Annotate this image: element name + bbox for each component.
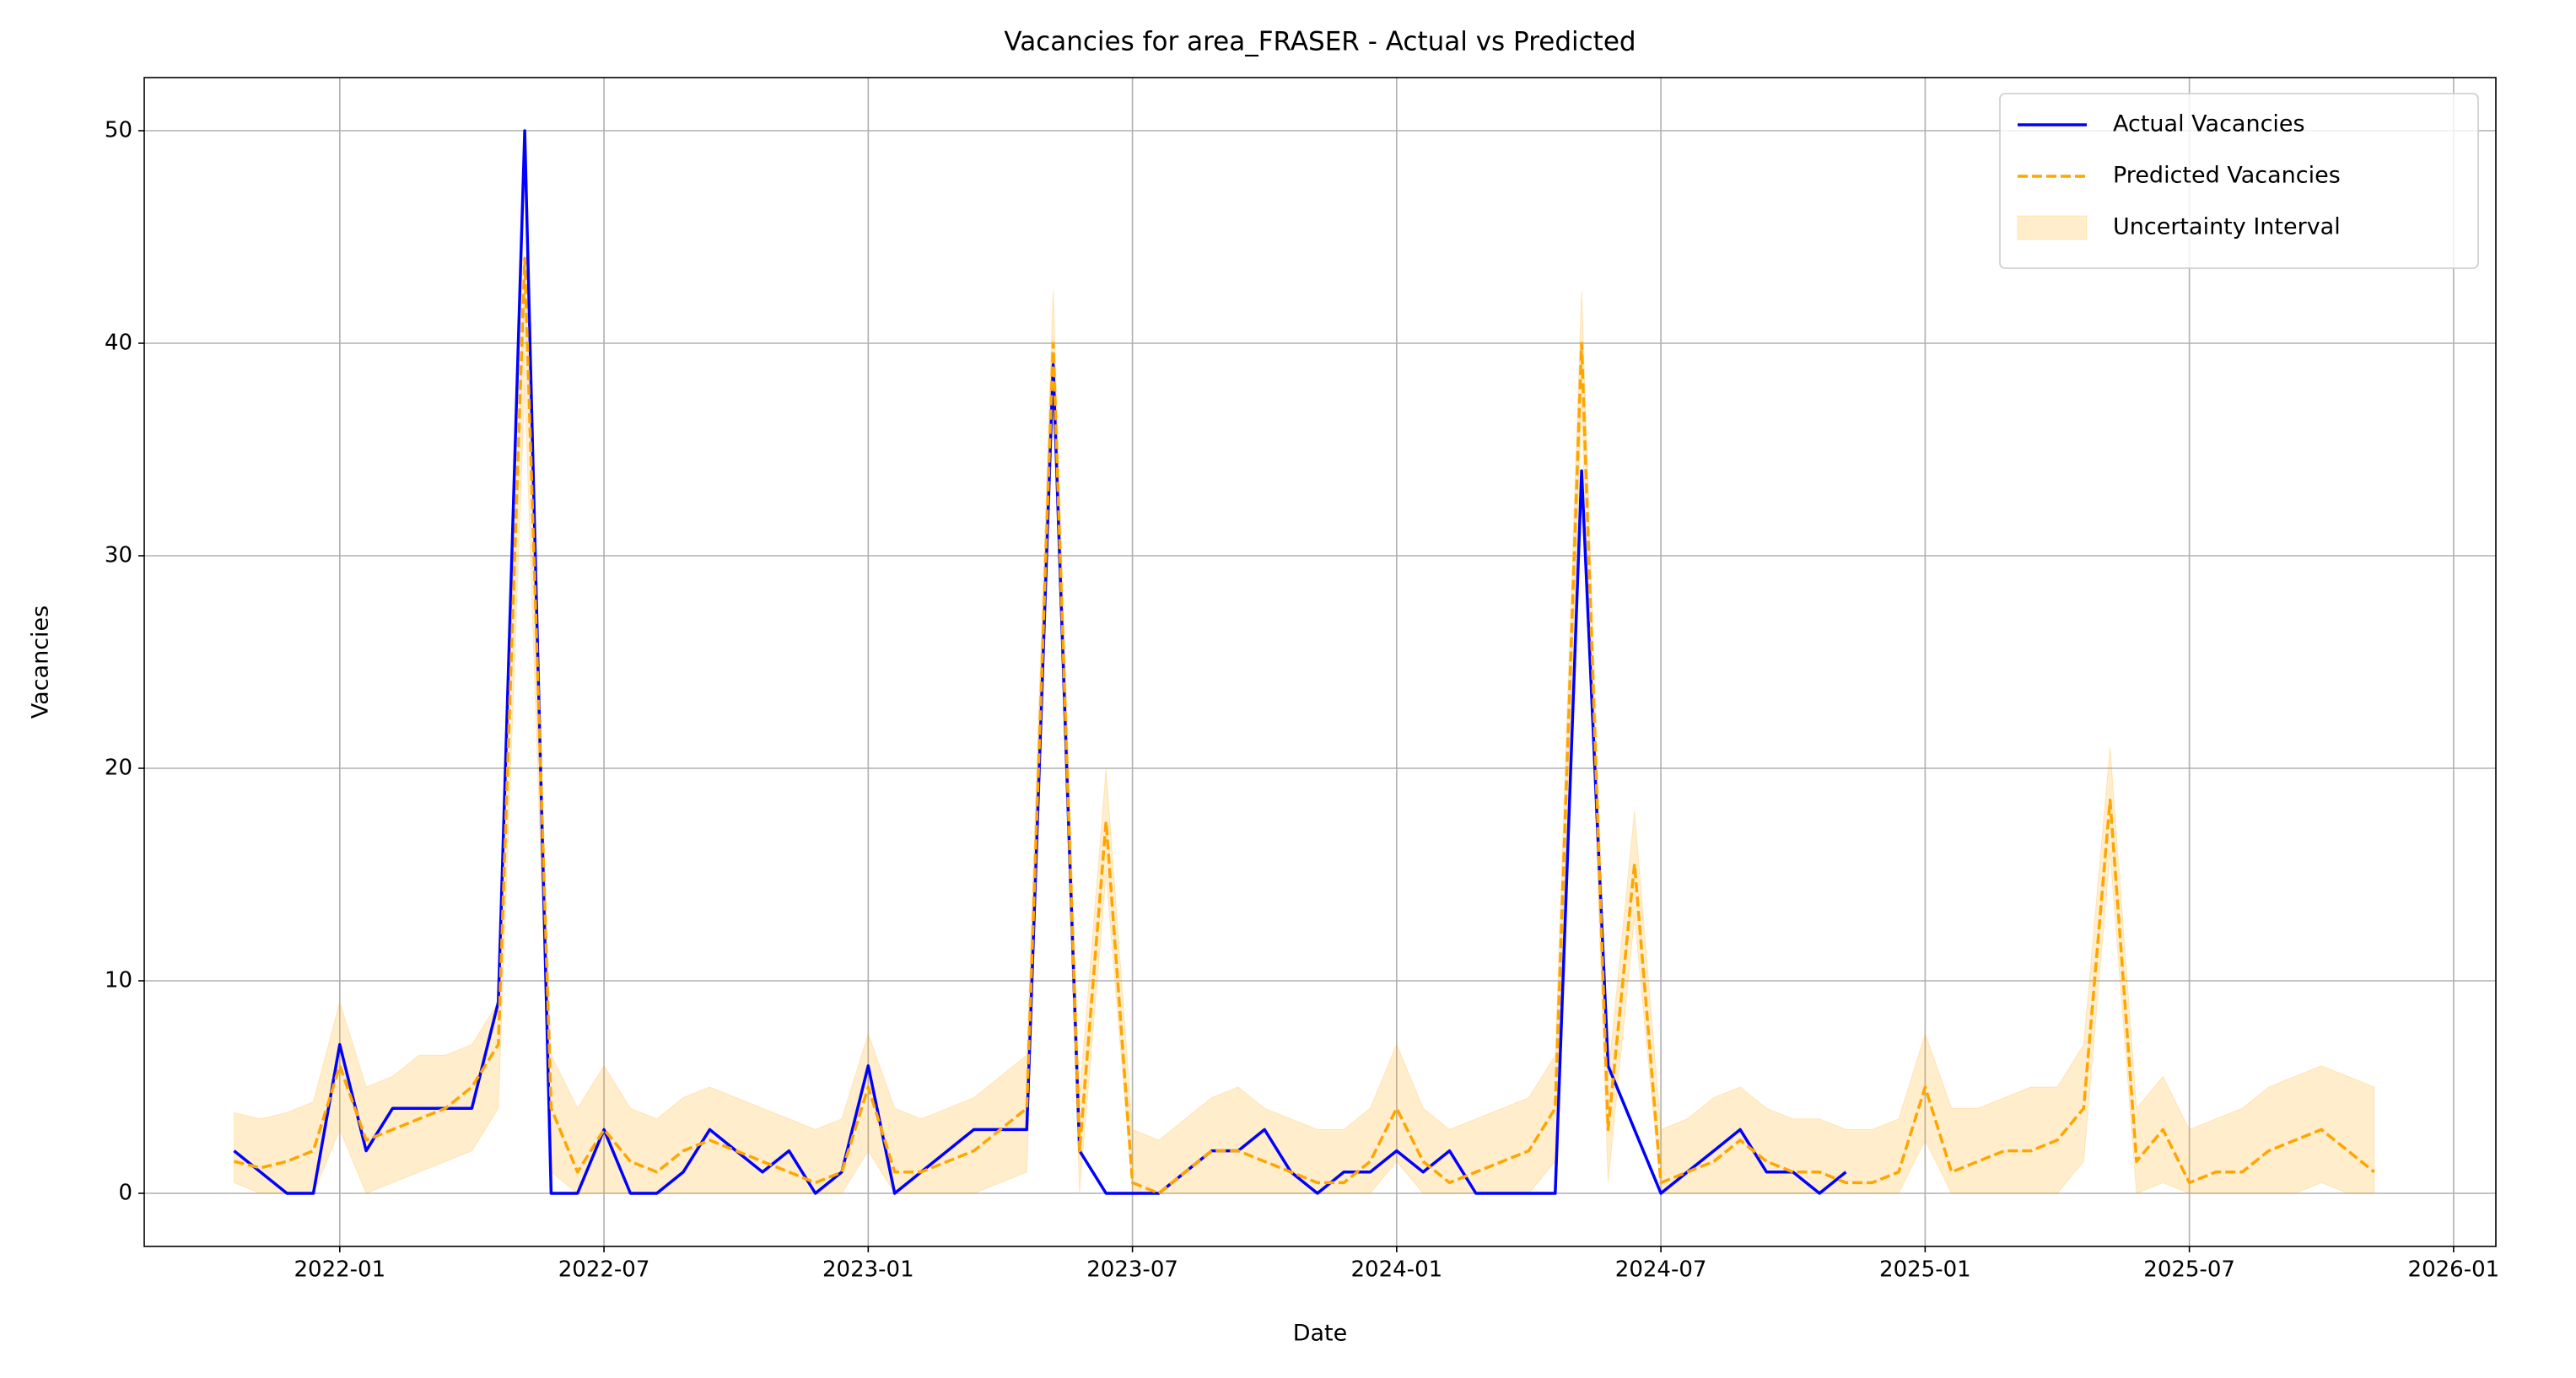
line xyxy=(234,256,2375,1195)
chart-title: Vacancies for area_FRASER - Actual vs Pr… xyxy=(1004,27,1636,57)
y-axis-label: Vacancies xyxy=(28,606,54,719)
axes: 2022-01 2022-07 2023-01 2023-07 2024-01 2024-… xyxy=(105,77,2500,1283)
grid xyxy=(144,78,2496,1246)
y-tick-label: 40 xyxy=(105,331,132,356)
x-tick-label: 2022-07 xyxy=(558,1257,650,1283)
x-tick-label: 2024-07 xyxy=(1615,1257,1707,1283)
x-tick-label: 2026-01 xyxy=(2408,1257,2500,1283)
x-axis-label: Date xyxy=(1293,1321,1348,1347)
uncertainty-band xyxy=(234,258,2375,1194)
legend-label: Uncertainty Interval xyxy=(2113,214,2341,240)
legend-box xyxy=(1999,93,2479,269)
x-tick-label: 2024-01 xyxy=(1351,1257,1443,1283)
axes-frame xyxy=(143,77,2497,1247)
plot-area xyxy=(233,129,2375,1195)
legend: Actual Vacancies Predicted Vacancies Uncer… xyxy=(1999,93,2479,269)
x-tick-label: 2025-07 xyxy=(2143,1257,2235,1283)
y-tick-label: 0 xyxy=(118,1181,132,1206)
y-tick-label: 50 xyxy=(105,118,132,143)
x-tick-label: 2022-01 xyxy=(294,1257,385,1283)
x-tick-label: 2023-01 xyxy=(822,1257,914,1283)
x-tick-label: 2025-01 xyxy=(1879,1257,1971,1283)
x-tick-label: 2023-07 xyxy=(1086,1257,1178,1283)
y-tick-label: 20 xyxy=(105,756,132,781)
legend-swatch xyxy=(2017,215,2088,240)
y-tick-label: 10 xyxy=(105,968,132,993)
y-tick-label: 30 xyxy=(105,543,132,568)
legend-label: Predicted Vacancies xyxy=(2113,163,2341,189)
legend-label: Actual Vacancies xyxy=(2113,111,2305,137)
